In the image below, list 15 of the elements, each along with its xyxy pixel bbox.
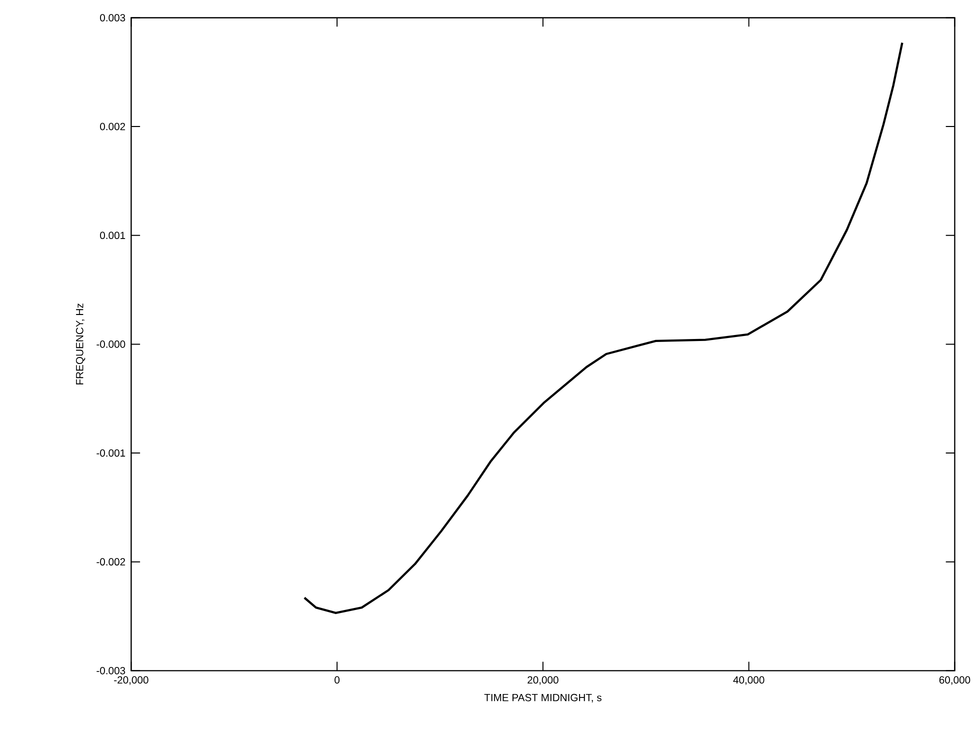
y-tick-label: 0.002 [100,123,126,130]
y-tick-label: -0.002 [96,558,126,566]
x-tick-label: -20,000 [114,676,148,686]
x-tick-label: 20,000 [528,676,558,686]
y-tick-label: 0.001 [100,232,126,240]
x-axis-title: TIME PAST MIDNIGHT, s [484,694,602,703]
y-tick-label: -0.001 [96,450,126,457]
y-axis-title: FREQUENCY, Hz [76,304,86,385]
y-tick-label: -0.003 [96,667,126,675]
line-series [303,42,904,614]
x-tick-label: 40,000 [733,676,764,686]
y-tick-label: -0.000 [96,340,126,348]
x-tick-label: 0 [334,676,340,684]
y-tick-label: 0.003 [100,14,126,22]
x-tick-label: 60,000 [939,676,970,686]
